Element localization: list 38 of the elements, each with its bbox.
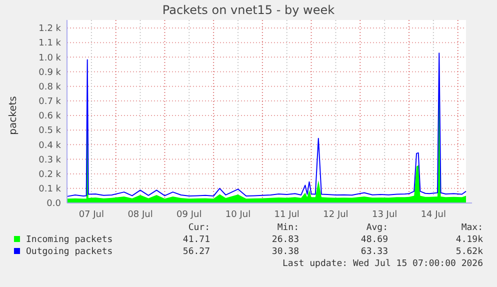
y-tick-label: 0.3 k: [38, 155, 62, 166]
text: 26.83: [272, 235, 299, 245]
y-tick-label: 0.6 k: [38, 112, 62, 122]
y-axis-title: packets: [8, 96, 19, 135]
text: Max:: [461, 223, 483, 233]
text: Last update: Wed Jul 15 07:00:00 2026: [282, 259, 483, 269]
x-tick-label: 09 Jul: [176, 210, 202, 220]
x-tick-label: 10 Jul: [225, 210, 251, 220]
x-tick-label: 07 Jul: [78, 210, 104, 220]
y-tick-label: 0.4 k: [38, 140, 62, 151]
legend-label: Incoming packets: [26, 235, 113, 245]
text: 48.69: [360, 235, 388, 245]
text: 5.62k: [456, 247, 484, 257]
x-tick-label: 14 Jul: [420, 210, 446, 220]
text: Cur:: [188, 223, 210, 233]
x-tick-label: 12 Jul: [323, 210, 348, 220]
x-tick-label: 08 Jul: [128, 210, 153, 220]
text: Avg:: [366, 223, 388, 233]
y-tick-label: 1.1 k: [38, 38, 62, 49]
text: 30.38: [272, 247, 299, 257]
y-tick-label: 0.2 k: [38, 170, 62, 180]
y-tick-label: 0.5 k: [38, 126, 62, 136]
text: 63.33: [360, 247, 388, 257]
y-tick-label: 0.9 k: [38, 68, 62, 78]
y-tick-label: 0.7 k: [38, 97, 62, 108]
text: 41.71: [182, 235, 210, 245]
y-tick-label: 1.0 k: [38, 53, 62, 64]
y-tick-label: 0.0: [46, 199, 62, 210]
legend-label: Outgoing packets: [26, 247, 113, 257]
y-tick-label: 1.2 k: [38, 24, 62, 34]
text: 56.27: [182, 247, 210, 257]
text: 4.19k: [456, 235, 484, 245]
x-tick-label: 11 Jul: [274, 210, 300, 220]
y-tick-label: 0.1 k: [38, 184, 62, 195]
x-tick-label: 13 Jul: [372, 210, 398, 220]
text: Min:: [277, 223, 299, 233]
y-tick-label: 0.8 k: [38, 82, 62, 92]
chart-title: Packets on vnet15 - by week: [162, 3, 335, 17]
